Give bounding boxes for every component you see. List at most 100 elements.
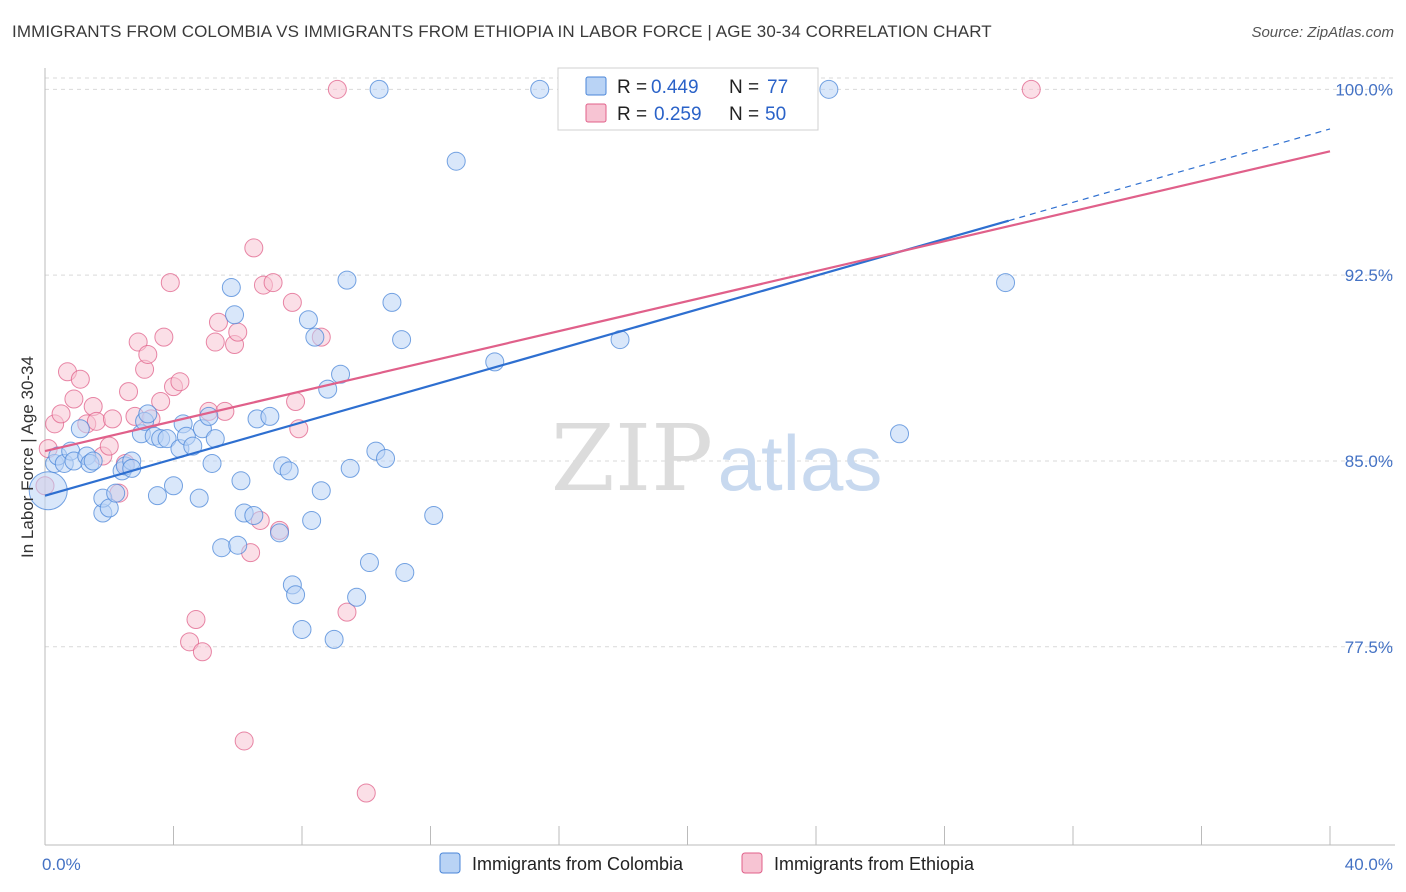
ethiopia-point	[327, 79, 347, 99]
colombia-point	[164, 476, 183, 496]
colombia-point	[189, 488, 209, 508]
colombia-point	[221, 278, 241, 298]
ethiopia-point	[64, 389, 84, 409]
ethiopia-point	[160, 273, 180, 293]
ethiopia-point	[244, 238, 264, 258]
series-legend-swatch-ethiopia	[741, 852, 763, 874]
legend-r-label-colombia: R =	[617, 77, 647, 98]
colombia-point	[331, 364, 351, 384]
ethiopia-point	[208, 312, 228, 332]
series-legend-swatch-colombia	[439, 852, 461, 874]
ethiopia-point	[170, 372, 190, 392]
colombia-trend-line	[44, 219, 1010, 497]
ethiopia-point	[234, 731, 254, 751]
ethiopia-point	[119, 382, 139, 402]
ethiopia-point	[99, 436, 119, 456]
ethiopia-point	[70, 369, 90, 389]
colombia-point	[302, 510, 322, 530]
series-legend: Immigrants from Colombia Immigrants from…	[439, 852, 975, 874]
colombia-point	[424, 505, 444, 525]
ethiopia-point	[86, 411, 106, 431]
colombia-point	[298, 310, 318, 330]
colombia-point	[157, 429, 177, 449]
colombia-point	[996, 273, 1016, 293]
legend-r-value-ethiopia: 0.259	[654, 104, 702, 125]
colombia-point	[106, 483, 126, 503]
colombia-point	[279, 461, 299, 481]
legend-n-value-colombia: 77	[767, 77, 788, 98]
colombia-point	[70, 419, 90, 439]
chart-title: IMMIGRANTS FROM COLOMBIA VS IMMIGRANTS F…	[12, 22, 992, 41]
ethiopia-point	[337, 602, 357, 622]
colombia-point	[28, 471, 68, 511]
x-tick-min: 0.0%	[42, 855, 81, 874]
ethiopia-point	[263, 273, 283, 293]
ethiopia-point	[1021, 79, 1041, 99]
ethiopia-point	[356, 783, 376, 803]
y-tick-label: 77.5%	[1345, 638, 1393, 657]
trend-lines	[44, 128, 1331, 497]
y-tick-label: 92.5%	[1345, 266, 1393, 285]
legend-r-label-ethiopia: R =	[617, 104, 647, 125]
colombia-point	[270, 523, 290, 543]
colombia-point	[369, 79, 389, 99]
colombia-point	[212, 538, 232, 558]
colombia-point	[292, 619, 312, 639]
colombia-point	[392, 330, 412, 350]
ethiopia-point	[186, 610, 206, 630]
watermark-zip: ZIP	[551, 405, 713, 512]
colombia-point	[340, 458, 360, 478]
ethiopia-point	[228, 322, 248, 342]
colombia-point	[395, 562, 415, 582]
colombia-point	[530, 79, 550, 99]
colombia-points	[28, 79, 1016, 649]
legend-swatch-colombia	[585, 76, 607, 96]
ethiopia-point	[180, 632, 200, 652]
colombia-point	[347, 587, 367, 607]
series-legend-label-colombia: Immigrants from Colombia	[472, 854, 684, 874]
legend-n-value-ethiopia: 50	[765, 104, 786, 125]
y-tick-labels: 77.5% 85.0% 92.5% 100.0%	[1335, 80, 1393, 656]
ethiopia-trend-line	[44, 150, 1331, 453]
x-tick-max: 40.0%	[1345, 855, 1393, 874]
y-tick-label: 100.0%	[1335, 80, 1393, 99]
colombia-point	[337, 270, 357, 290]
colombia-point	[199, 406, 219, 426]
ethiopia-point	[192, 642, 212, 662]
stats-legend: R = 0.449 N = 77 R = 0.259 N = 50	[557, 67, 819, 131]
colombia-point	[183, 436, 203, 456]
colombia-point	[231, 471, 251, 491]
colombia-point	[382, 292, 402, 312]
watermark-atlas: atlas	[718, 419, 883, 507]
ethiopia-point	[205, 332, 225, 352]
colombia-point	[147, 486, 167, 506]
colombia-point	[311, 481, 331, 501]
colombia-point	[819, 79, 839, 99]
ethiopia-point	[286, 392, 306, 412]
y-axis-title: In Labor Force | Age 30-34	[18, 356, 37, 558]
source-label: Source: ZipAtlas.com	[1251, 24, 1394, 41]
colombia-point	[324, 629, 344, 649]
colombia-point	[890, 424, 910, 444]
ethiopia-point	[51, 404, 71, 424]
colombia-point	[260, 406, 280, 426]
colombia-point	[286, 585, 306, 605]
legend-swatch-ethiopia	[585, 103, 607, 123]
colombia-point	[446, 151, 466, 171]
colombia-trend-extension	[1008, 128, 1331, 222]
colombia-point	[376, 449, 396, 468]
colombia-point	[305, 327, 325, 347]
legend-n-label-ethiopia: N =	[729, 104, 759, 125]
colombia-point	[359, 553, 379, 573]
colombia-point	[228, 535, 248, 555]
legend-n-label-colombia: N =	[729, 77, 759, 98]
axes	[44, 68, 1395, 846]
colombia-point	[83, 451, 103, 471]
ethiopia-point	[138, 344, 158, 364]
colombia-point	[138, 404, 158, 424]
ethiopia-point	[282, 292, 302, 312]
series-legend-label-ethiopia: Immigrants from Ethiopia	[774, 854, 975, 874]
ethiopia-point	[151, 392, 171, 412]
colombia-point	[225, 305, 245, 325]
